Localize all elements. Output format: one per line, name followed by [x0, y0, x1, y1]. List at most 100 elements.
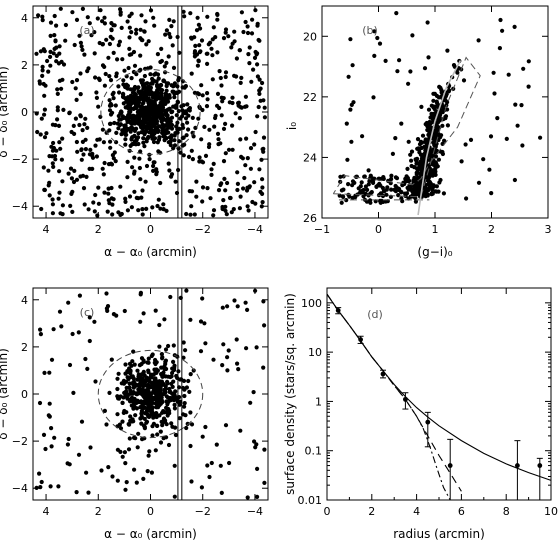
cluster-star: [141, 358, 146, 363]
cluster-star: [169, 135, 174, 140]
field-star: [117, 39, 122, 44]
field-star: [188, 317, 193, 322]
cluster-star: [175, 84, 180, 89]
field-star: [168, 35, 173, 40]
x-tick-label: −1: [314, 223, 330, 236]
field-star: [150, 205, 155, 210]
field-star: [244, 104, 249, 109]
field-star: [127, 436, 132, 441]
field-star: [425, 20, 430, 25]
field-star: [397, 58, 402, 63]
x-tick-label: 0: [375, 223, 382, 236]
y-tick-label: 1: [315, 395, 322, 408]
field-star: [196, 22, 201, 27]
faint-star: [404, 174, 409, 179]
cluster-star: [153, 103, 158, 108]
rgb-star: [426, 122, 432, 127]
rgb-star: [461, 78, 467, 83]
field-star: [128, 414, 133, 419]
field-star: [39, 479, 44, 485]
x-tick-label: 0: [147, 505, 154, 518]
field-star: [74, 177, 80, 182]
field-star: [40, 73, 45, 78]
cluster-star: [142, 112, 147, 117]
faint-star: [338, 174, 343, 179]
cluster-star: [180, 122, 185, 127]
field-star: [60, 212, 65, 217]
field-star: [188, 443, 193, 449]
field-star: [261, 98, 266, 103]
field-star: [154, 172, 159, 177]
field-star: [159, 352, 164, 357]
field-star: [52, 33, 57, 38]
data-point: [335, 308, 341, 313]
rgb-star: [442, 138, 447, 143]
field-star: [225, 304, 230, 309]
field-star: [51, 164, 56, 169]
field-star: [538, 135, 543, 140]
field-star: [223, 70, 229, 75]
field-star: [205, 61, 210, 66]
field-star: [138, 53, 143, 58]
cluster-star: [129, 125, 134, 130]
field-star: [109, 161, 114, 166]
field-star: [83, 147, 88, 152]
faint-star: [393, 175, 398, 180]
field-star: [255, 62, 260, 67]
field-star: [223, 30, 228, 35]
faint-star: [339, 188, 344, 193]
field-star: [194, 194, 199, 199]
panel-label: (c): [80, 306, 95, 319]
y-axis-label: δ − δ₀ (arcmin): [0, 66, 10, 158]
field-star: [476, 180, 482, 185]
rgb-star: [437, 84, 442, 89]
field-star: [102, 408, 107, 413]
field-star: [48, 49, 53, 55]
field-star: [410, 33, 415, 38]
field-star: [176, 109, 181, 114]
field-star: [245, 307, 250, 312]
field-star: [158, 206, 163, 211]
x-tick-label: 4: [43, 505, 50, 518]
field-star: [383, 58, 388, 64]
cluster-star: [138, 149, 143, 154]
field-star: [47, 401, 52, 406]
rgb-star: [430, 173, 435, 178]
faint-star: [413, 199, 418, 204]
field-star: [146, 39, 151, 44]
field-star: [195, 63, 200, 68]
field-star: [519, 103, 524, 108]
x-tick-label: −4: [247, 223, 263, 236]
field-star: [41, 165, 46, 170]
field-star: [487, 167, 492, 172]
field-star: [115, 447, 120, 452]
field-star: [228, 195, 233, 201]
field-star: [148, 72, 153, 77]
field-star: [54, 148, 59, 153]
cluster-star: [172, 143, 178, 148]
field-star: [84, 470, 89, 475]
cluster-star: [127, 422, 132, 427]
cluster-star: [160, 355, 165, 360]
field-star: [105, 308, 110, 313]
field-star: [257, 77, 262, 82]
field-star: [227, 100, 232, 105]
field-star: [42, 112, 47, 117]
field-star: [192, 49, 198, 54]
field-star: [52, 13, 57, 19]
x-tick-label: 10: [544, 505, 558, 518]
cluster-star: [147, 393, 152, 398]
faint-star: [384, 187, 389, 192]
cluster-star: [120, 419, 125, 424]
cluster-star: [165, 402, 170, 407]
cluster-star: [160, 410, 165, 415]
y-tick-label: 100: [301, 297, 322, 310]
cluster-star: [159, 392, 164, 397]
field-star: [205, 463, 210, 468]
field-star: [372, 29, 377, 34]
field-star: [200, 185, 206, 190]
x-tick-label: −4: [247, 505, 263, 518]
field-star: [255, 494, 260, 499]
data-point: [537, 463, 543, 468]
